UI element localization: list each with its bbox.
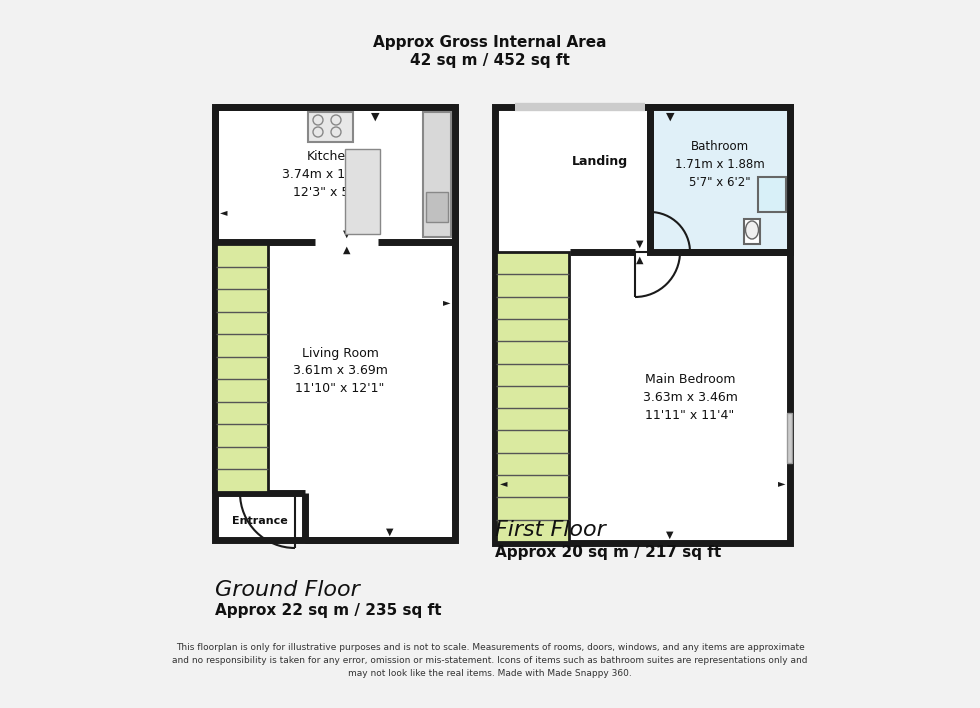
Text: Approx 22 sq m / 235 sq ft: Approx 22 sq m / 235 sq ft [215,603,442,618]
Bar [426,192,448,222]
Bar [495,107,790,543]
Text: This floorplan is only for illustrative purposes and is not to scale. Measuremen: This floorplan is only for illustrative … [172,643,808,678]
Text: ◄: ◄ [220,207,227,217]
Text: ►: ► [777,478,785,488]
Text: ▼: ▼ [386,527,394,537]
Text: Main Bedroom
3.63m x 3.46m
11'11" x 11'4": Main Bedroom 3.63m x 3.46m 11'11" x 11'4… [643,373,737,422]
Bar [345,149,380,234]
Text: Approx Gross Internal Area: Approx Gross Internal Area [373,35,607,50]
Text: ▲: ▲ [636,255,644,265]
Text: ▲: ▲ [343,245,351,255]
Text: ▼: ▼ [666,530,674,540]
Text: ►: ► [443,297,450,307]
Text: Living Room
3.61m x 3.69m
11'10" x 12'1": Living Room 3.61m x 3.69m 11'10" x 12'1" [293,346,387,396]
Text: Approx 20 sq m / 217 sq ft: Approx 20 sq m / 217 sq ft [495,545,721,560]
Text: ▼: ▼ [343,229,351,239]
Bar [758,177,786,212]
Bar [744,219,760,244]
Bar [787,413,792,463]
Bar [308,112,353,142]
Text: ▼: ▼ [636,239,644,249]
Text: ▼: ▼ [665,112,674,122]
Text: Entrance: Entrance [232,516,288,526]
Text: First Floor: First Floor [495,520,606,540]
Text: 42 sq m / 452 sq ft: 42 sq m / 452 sq ft [410,52,570,67]
Polygon shape [215,107,455,540]
Text: ▼: ▼ [370,112,379,122]
Bar [650,107,790,252]
Bar [496,252,569,542]
Bar [423,112,451,237]
Text: Landing: Landing [572,156,628,169]
Bar [215,107,455,540]
Ellipse shape [746,221,759,239]
Text: Bathroom
1.71m x 1.88m
5'7" x 6'2": Bathroom 1.71m x 1.88m 5'7" x 6'2" [675,140,764,189]
Text: Kitchen
3.74m x 1.72m
12'3" x 5'8": Kitchen 3.74m x 1.72m 12'3" x 5'8" [282,150,377,199]
Text: ◄: ◄ [500,478,508,488]
Bar [216,244,268,492]
Text: Ground Floor: Ground Floor [215,580,360,600]
